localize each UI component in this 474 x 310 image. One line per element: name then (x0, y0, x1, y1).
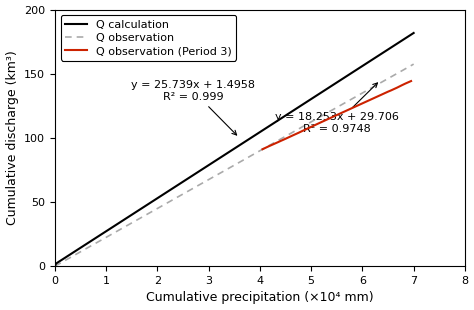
Q observation (355, 94, 360, 98)
Text: y = 25.739x + 1.4958
R² = 0.999: y = 25.739x + 1.4958 R² = 0.999 (131, 80, 255, 135)
Q calculation (411, 31, 417, 35)
Q calculation (264, 126, 270, 129)
Q observation (Period 3) (383, 91, 388, 95)
Q observation (52, 264, 58, 268)
Line: Q calculation: Q calculation (55, 33, 414, 266)
Q observation (Period 3) (343, 109, 349, 113)
Q observation (Period 3) (260, 147, 265, 151)
Legend: Q calculation, Q observation, Q observation (Period 3): Q calculation, Q observation, Q observat… (61, 15, 236, 61)
Q observation (Period 3) (309, 125, 314, 129)
Q calculation (52, 264, 58, 268)
X-axis label: Cumulative precipitation (×10⁴ mm): Cumulative precipitation (×10⁴ mm) (146, 291, 374, 304)
Q observation (Period 3) (337, 112, 343, 115)
Q observation (411, 62, 417, 66)
Q observation (264, 145, 270, 148)
Y-axis label: Cumulative discharge (km³): Cumulative discharge (km³) (6, 51, 18, 225)
Q calculation (272, 121, 277, 125)
Line: Q observation (Period 3): Q observation (Period 3) (263, 81, 411, 149)
Q observation (Period 3) (319, 120, 324, 124)
Q calculation (53, 262, 59, 265)
Q observation (272, 141, 277, 144)
Q observation (377, 81, 383, 85)
Q observation (Period 3) (408, 79, 414, 83)
Q observation (53, 264, 59, 267)
Text: y = 18.253x + 29.706
R² = 0.9748: y = 18.253x + 29.706 R² = 0.9748 (275, 83, 399, 134)
Q calculation (377, 53, 383, 56)
Line: Q observation: Q observation (55, 64, 414, 266)
Q observation (265, 144, 271, 148)
Q observation (Period 3) (362, 100, 368, 104)
Q calculation (355, 68, 360, 71)
Q calculation (265, 125, 271, 128)
